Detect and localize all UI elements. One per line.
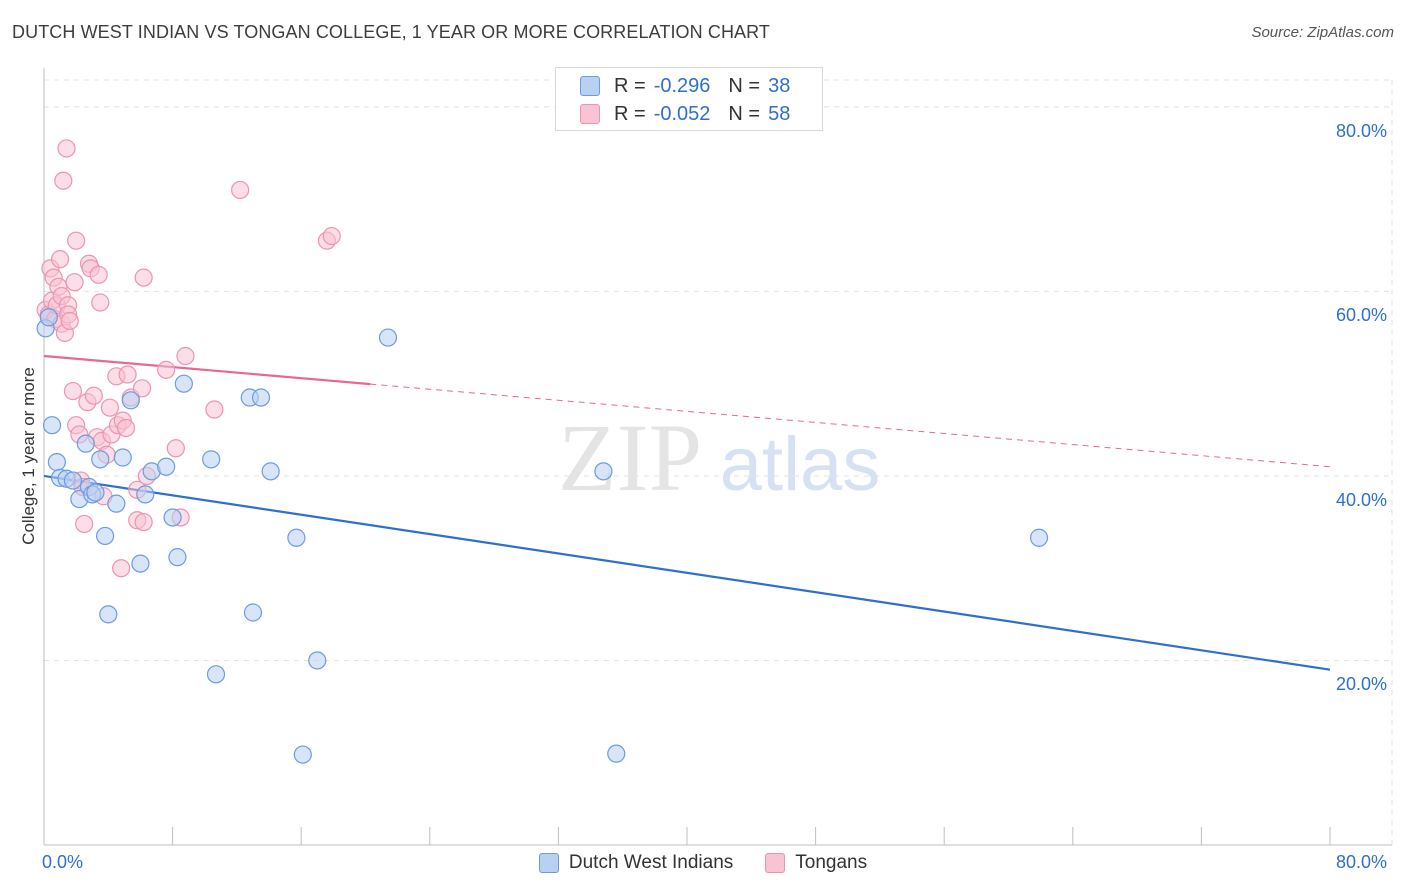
data-point-dutch-west-indians bbox=[99, 605, 118, 624]
data-point-dutch-west-indians bbox=[157, 457, 176, 476]
legend-swatch-pink bbox=[580, 104, 600, 124]
x-min-label: 0.0% bbox=[42, 852, 84, 872]
data-point-dutch-west-indians bbox=[287, 528, 306, 547]
legend-n-label: N = bbox=[728, 102, 761, 125]
data-point-tongans bbox=[231, 180, 250, 200]
data-point-tongans bbox=[89, 265, 108, 284]
data-point-tongans bbox=[54, 171, 73, 190]
watermark-atlas: atlas bbox=[720, 422, 881, 507]
data-point-dutch-west-indians bbox=[91, 450, 110, 469]
series-legend: Dutch West Indians Tongans bbox=[0, 852, 1406, 874]
data-point-dutch-west-indians bbox=[63, 471, 83, 490]
legend-r-label: R = bbox=[614, 102, 646, 125]
data-point-tongans bbox=[176, 346, 195, 366]
legend-label: Tongans bbox=[795, 852, 868, 873]
data-point-dutch-west-indians bbox=[293, 745, 312, 764]
data-point-tongans bbox=[67, 231, 86, 250]
data-point-dutch-west-indians bbox=[47, 453, 66, 472]
data-point-dutch-west-indians bbox=[594, 462, 613, 481]
data-point-dutch-west-indians bbox=[121, 391, 140, 410]
data-point-dutch-west-indians bbox=[131, 554, 150, 573]
x-max-label: 80.0% bbox=[1336, 852, 1388, 872]
data-point-tongans bbox=[65, 273, 84, 292]
data-point-dutch-west-indians bbox=[174, 374, 193, 393]
data-point-tongans bbox=[166, 439, 185, 458]
trend-line-dutch-west-indians bbox=[43, 474, 1331, 671]
y-tick-label: 60.0% bbox=[1336, 305, 1388, 326]
axes bbox=[43, 68, 1392, 846]
data-point-dutch-west-indians bbox=[202, 450, 221, 469]
legend-n-value: 58 bbox=[768, 102, 791, 125]
chart-title: DUTCH WEST INDIAN VS TONGAN COLLEGE, 1 Y… bbox=[12, 22, 771, 42]
legend-swatch-blue bbox=[580, 76, 600, 96]
data-point-dutch-west-indians bbox=[95, 526, 115, 546]
data-point-dutch-west-indians bbox=[378, 328, 398, 347]
data-point-dutch-west-indians bbox=[243, 603, 263, 622]
legend-item-tongans[interactable]: Tongans bbox=[765, 852, 867, 874]
data-point-dutch-west-indians bbox=[163, 508, 182, 527]
legend-n-label: N = bbox=[728, 74, 761, 97]
data-point-dutch-west-indians bbox=[206, 665, 226, 684]
source-label: Source: ZipAtlas.com bbox=[1251, 24, 1394, 41]
trend-segment bbox=[43, 354, 371, 386]
data-point-dutch-west-indians bbox=[261, 462, 280, 481]
legend-r-value: -0.052 bbox=[653, 102, 711, 125]
legend-r-value: -0.296 bbox=[653, 74, 711, 97]
legend-r-label: R = bbox=[614, 74, 646, 97]
y-tick-label: 20.0% bbox=[1336, 674, 1388, 695]
legend-n-value: 38 bbox=[768, 74, 791, 97]
legend-swatch-pink bbox=[765, 853, 786, 873]
legend-row-tongans: R = -0.052 N = 58 bbox=[580, 101, 790, 127]
legend-item-dutch-west-indians[interactable]: Dutch West Indians bbox=[538, 852, 734, 874]
trend-segment bbox=[43, 474, 1331, 671]
points-dutch-west-indians bbox=[36, 308, 1049, 764]
legend-label: Dutch West Indians bbox=[568, 852, 734, 873]
data-point-tongans bbox=[112, 559, 131, 578]
data-point-tongans bbox=[134, 268, 153, 287]
watermark-zip: ZIP bbox=[558, 404, 702, 511]
legend-swatch-blue bbox=[538, 853, 559, 873]
data-point-tongans bbox=[132, 379, 152, 398]
data-point-dutch-west-indians bbox=[607, 744, 626, 763]
y-tick-label: 40.0% bbox=[1336, 489, 1388, 510]
correlation-legend: R = -0.296 N = 38 R = -0.052 N = 58 bbox=[555, 67, 823, 131]
data-point-tongans bbox=[100, 398, 120, 417]
data-point-dutch-west-indians bbox=[42, 416, 62, 435]
data-point-tongans bbox=[84, 386, 103, 405]
data-point-tongans bbox=[205, 400, 224, 419]
data-point-dutch-west-indians bbox=[168, 548, 187, 567]
data-point-tongans bbox=[91, 293, 110, 312]
data-point-dutch-west-indians bbox=[251, 388, 271, 407]
data-point-dutch-west-indians bbox=[113, 448, 132, 467]
data-point-tongans bbox=[63, 381, 83, 401]
trend-line-tongans bbox=[43, 354, 1331, 468]
data-point-tongans bbox=[322, 226, 341, 246]
data-point-dutch-west-indians bbox=[107, 494, 126, 513]
data-point-dutch-west-indians bbox=[39, 308, 58, 327]
data-point-tongans bbox=[75, 514, 94, 534]
data-point-dutch-west-indians bbox=[308, 651, 327, 670]
y-tick-label: 80.0% bbox=[1336, 120, 1388, 141]
data-point-dutch-west-indians bbox=[1029, 528, 1049, 547]
data-point-tongans bbox=[134, 512, 153, 532]
legend-row-dutch-west-indians: R = -0.296 N = 38 bbox=[580, 73, 790, 99]
data-point-tongans bbox=[57, 139, 76, 158]
data-point-dutch-west-indians bbox=[136, 485, 155, 504]
data-point-tongans bbox=[60, 311, 79, 331]
data-point-tongans bbox=[116, 418, 136, 438]
data-point-dutch-west-indians bbox=[76, 434, 95, 453]
watermark: ZIP atlas bbox=[558, 404, 880, 511]
data-point-dutch-west-indians bbox=[86, 483, 105, 502]
data-point-tongans bbox=[50, 250, 70, 269]
data-point-tongans bbox=[118, 365, 137, 384]
data-point-tongans bbox=[157, 360, 176, 379]
